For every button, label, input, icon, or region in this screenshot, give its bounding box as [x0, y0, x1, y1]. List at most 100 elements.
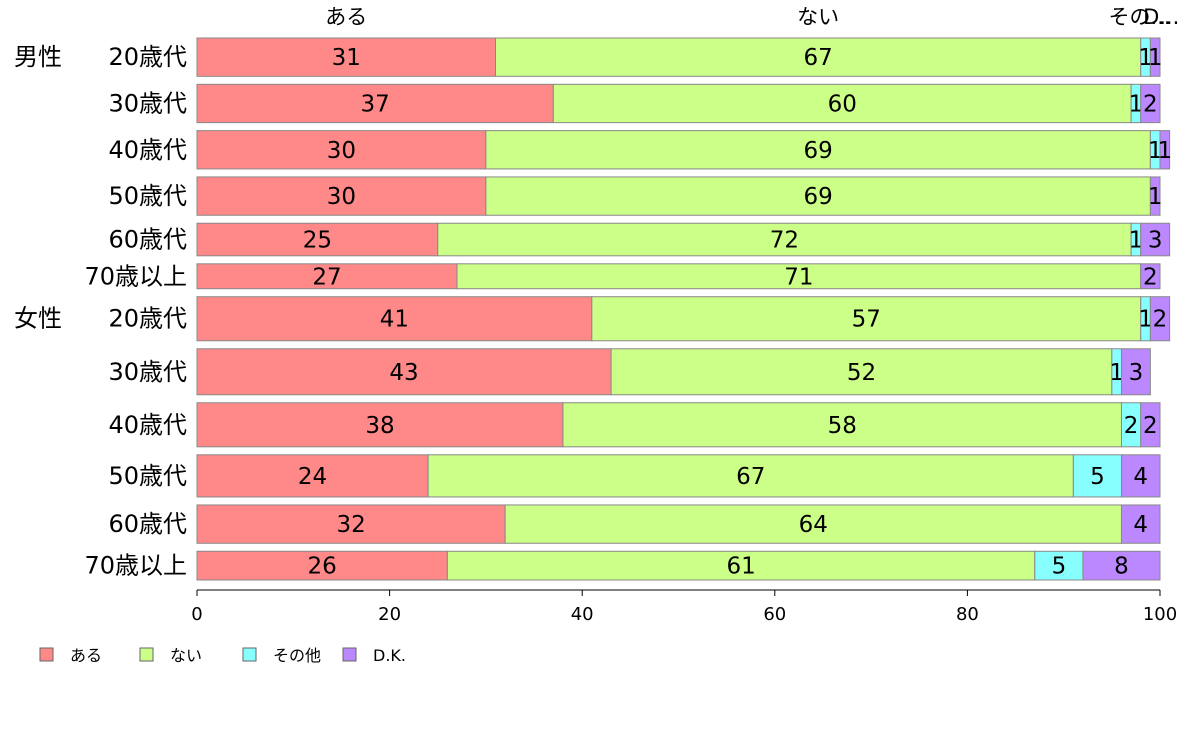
bar-value-label: 4: [1133, 512, 1148, 538]
legend-swatch: [342, 647, 357, 662]
bar-value-label: 24: [298, 464, 327, 490]
bar-value-label: 72: [770, 228, 799, 254]
legend-swatch: [242, 647, 257, 662]
bar-value-label: 5: [1090, 464, 1105, 490]
bar-segment: [1140, 222, 1171, 257]
bar-segment: [1159, 130, 1171, 170]
bar-segment: [1140, 402, 1161, 448]
bar-segment: [1082, 550, 1161, 581]
x-tick-label: 40: [571, 604, 594, 625]
legend-swatch: [139, 647, 154, 662]
row-labels: 20歳代 30歳代 40歳代 50歳代 60歳代 70歳以上 20歳代 30歳代 40歳代 50歳…: [14, 43, 187, 579]
bar-segment: [196, 402, 564, 448]
row-category-label: 60歳代: [108, 226, 187, 254]
bar-segment: [1120, 348, 1151, 396]
bar-value-label: 1: [1109, 360, 1124, 386]
bar-value-label: 67: [736, 464, 765, 490]
top-category-labels: ある ない その...D...: [325, 5, 1179, 29]
top-category-label: ある: [325, 5, 367, 29]
bar-segment: [1120, 504, 1161, 544]
bar-segment: [610, 348, 1113, 396]
x-tick-label: 100: [1143, 604, 1177, 625]
bar-segment: [1149, 176, 1161, 216]
row-group-label: 女性: [14, 305, 62, 333]
bar-value-label: 71: [784, 264, 813, 290]
row-category-label: 40歳代: [108, 136, 187, 164]
bar-value-label: 1: [1138, 307, 1153, 333]
row-category-label: 40歳代: [108, 411, 187, 439]
bar-value-label: 26: [308, 554, 337, 580]
legend-swatch: [39, 647, 54, 662]
bar-value-label: 1: [1148, 45, 1163, 71]
bar-value-label: 58: [828, 413, 857, 439]
bar-value-label: 60: [828, 91, 857, 117]
bar-segment: [1072, 454, 1122, 498]
x-tick-label: 80: [956, 604, 979, 625]
bar-segment: [1120, 454, 1161, 498]
bar-segment: [196, 504, 506, 544]
bar-segment: [485, 130, 1151, 170]
row-category-label: 70歳以上: [84, 552, 187, 580]
row-category-label: 70歳以上: [84, 262, 187, 290]
bar-value-label: 30: [327, 138, 356, 164]
bar-segment: [591, 296, 1142, 342]
legend-label: D.K.: [373, 646, 406, 665]
bar-value-label: 61: [726, 554, 755, 580]
bar-value-label: 2: [1143, 91, 1158, 117]
legend: ある ない その他 D.K.: [39, 646, 406, 665]
bar-value-label: 57: [852, 307, 881, 333]
row-category-label: 20歳代: [108, 43, 187, 71]
bar-value-label: 32: [336, 512, 365, 538]
bar-value-label: 25: [303, 228, 332, 254]
bar-segment: [196, 37, 497, 77]
bar-value-label: 27: [312, 264, 341, 290]
bar-segment: [427, 454, 1074, 498]
row-category-label: 50歳代: [108, 462, 187, 490]
legend-label: ない: [170, 646, 202, 665]
bar-segment: [196, 454, 429, 498]
bar-segment: [196, 550, 448, 581]
bar-value-label: 2: [1153, 307, 1168, 333]
bar-value-label: 5: [1052, 554, 1067, 580]
bar-segment: [456, 263, 1142, 290]
bar-value-label: 8: [1114, 554, 1129, 580]
bar-segment: [196, 222, 439, 257]
bar-segment: [196, 263, 458, 290]
x-tick-label: 20: [378, 604, 401, 625]
bar-segment: [196, 176, 487, 216]
row-group-label: 男性: [14, 43, 62, 71]
bar-segment: [196, 296, 593, 342]
bar-value-label: 52: [847, 360, 876, 386]
bar-segment: [1034, 550, 1084, 581]
bar-value-label: 41: [380, 307, 409, 333]
bar-value-label: 69: [803, 184, 832, 210]
bar-segment: [1149, 296, 1171, 342]
x-tick-label: 0: [191, 604, 202, 625]
bar-value-label: 43: [389, 360, 418, 386]
bar-segment: [437, 222, 1132, 257]
bar-value-label: 1: [1129, 91, 1144, 117]
x-axis: 0 20 40 60 80 100: [191, 589, 1177, 625]
bar-value-label: 69: [803, 138, 832, 164]
bar-value-label: 3: [1129, 360, 1144, 386]
bar-value-label: 3: [1148, 228, 1163, 254]
bar-value-label: 1: [1138, 45, 1153, 71]
bar-value-label: 1: [1148, 138, 1163, 164]
bar-segment: [495, 37, 1142, 77]
bar-value-label: 2: [1143, 413, 1158, 439]
bar-value-label: 64: [799, 512, 828, 538]
bar-segment: [504, 504, 1122, 544]
bar-value-label: 1: [1157, 138, 1172, 164]
bar-segment: [196, 130, 487, 170]
legend-label: その他: [273, 646, 321, 665]
bar-segment: [485, 176, 1151, 216]
bar-value-label: 2: [1124, 413, 1139, 439]
bar-segment: [1140, 83, 1161, 124]
bar-value-label: 1: [1148, 184, 1163, 210]
bar-value-label: 38: [365, 413, 394, 439]
row-category-label: 30歳代: [108, 358, 187, 386]
bar-segment: [1149, 37, 1161, 77]
row-category-label: 30歳代: [108, 89, 187, 117]
